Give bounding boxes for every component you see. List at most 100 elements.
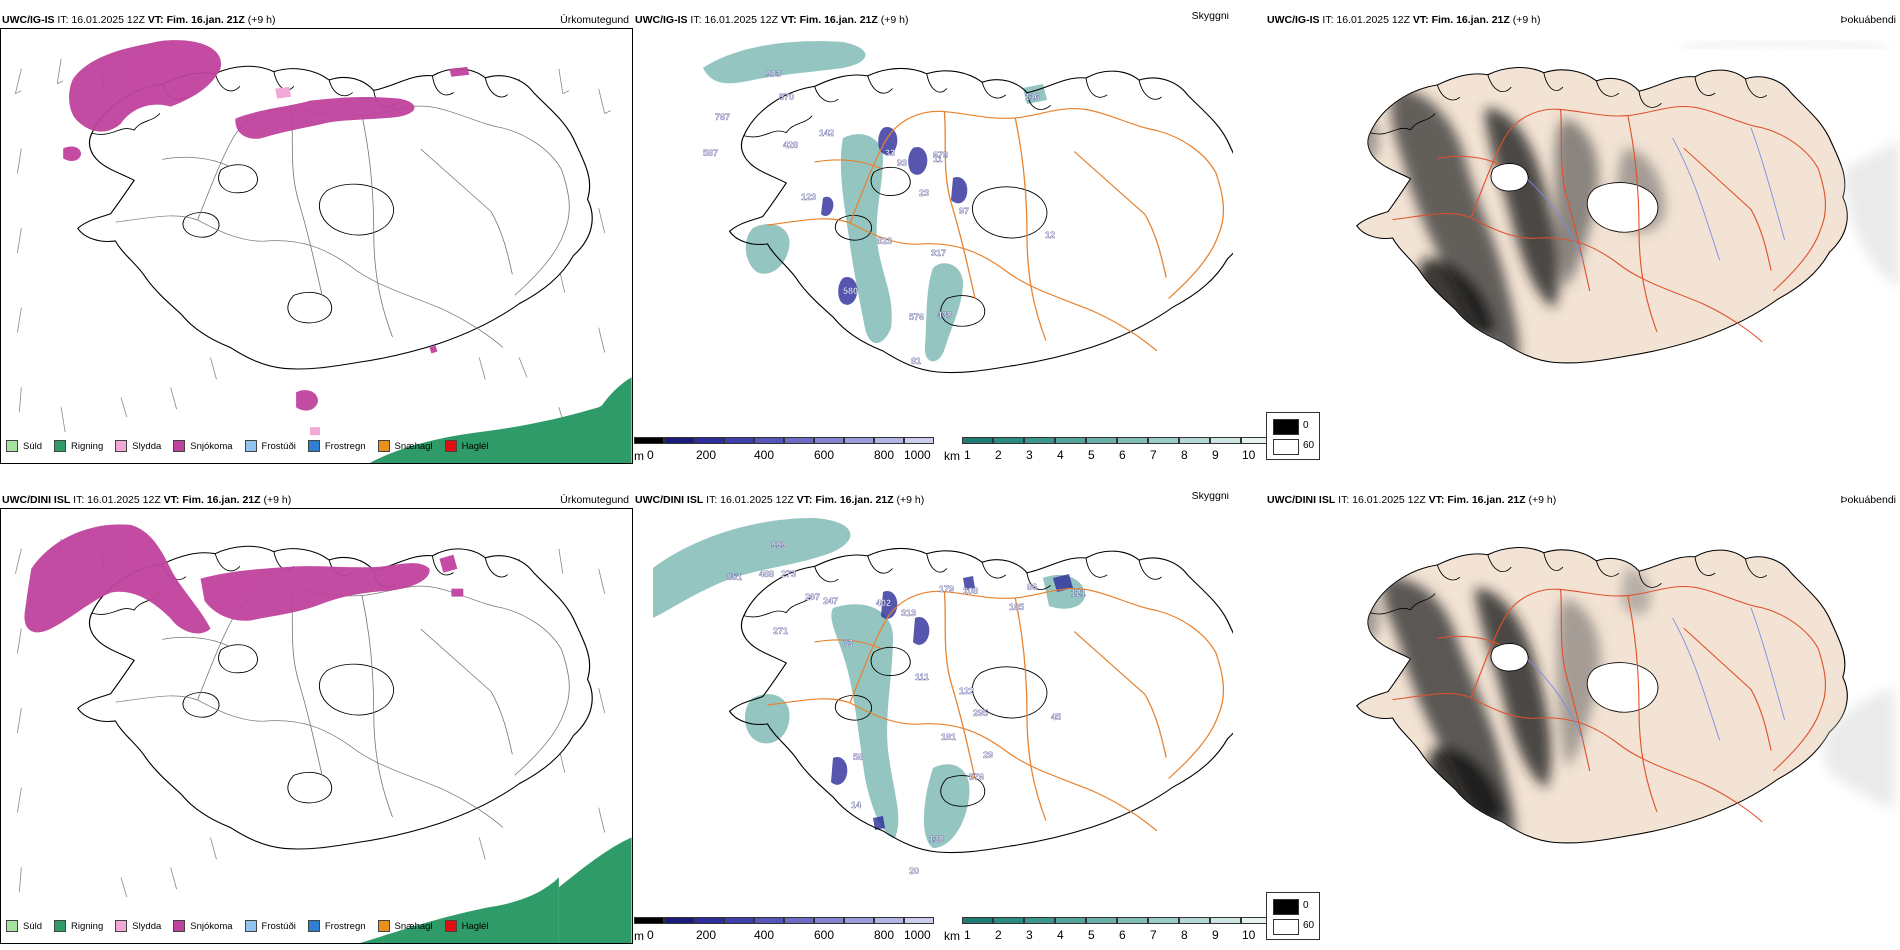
legend-item: Snæhagl bbox=[377, 440, 433, 452]
colorbar-tick: 0 bbox=[647, 928, 654, 942]
fog-panel-bottom: UWC/DINI ISL IT: 16.01.2025 12Z VT: Fim.… bbox=[1265, 492, 1900, 944]
cloudbase-label: 179 bbox=[939, 584, 954, 594]
fog-legend-top: 0 60 bbox=[1266, 412, 1320, 460]
precip-map bbox=[0, 508, 633, 944]
legend-swatch bbox=[244, 920, 257, 932]
precip-panel-top: UWC/IG-IS IT: 16.01.2025 12Z VT: Fim. 16… bbox=[0, 12, 633, 464]
colorbar-unit: m bbox=[634, 929, 644, 943]
legend-item: Súld bbox=[6, 920, 42, 932]
rain-area bbox=[369, 377, 632, 463]
colorbar-unit: km bbox=[944, 929, 960, 943]
colorbar-tick: 7 bbox=[1150, 448, 1157, 462]
snow-area bbox=[24, 524, 464, 634]
colorbar-tick: 200 bbox=[696, 448, 717, 462]
cloudbase-label: 576 bbox=[969, 772, 984, 782]
legend-item: Slydda bbox=[115, 920, 161, 932]
precip-panel-bottom: UWC/DINI ISL IT: 16.01.2025 12Z VT: Fim.… bbox=[0, 492, 633, 944]
colorbar-tick: 10 bbox=[1242, 928, 1256, 942]
fog-map bbox=[1356, 546, 1895, 844]
panel-variable-label: Skyggni bbox=[1191, 12, 1229, 22]
cloudbase-label: 428 bbox=[783, 140, 798, 150]
colorbar-tick: 4 bbox=[1057, 928, 1064, 942]
panel-variable-label: Þokuábendi bbox=[1840, 14, 1896, 26]
panel-variable-label: Skyggni bbox=[1191, 492, 1229, 502]
cloudbase-labels: 999 851 488 273 207 247 402 313 179 208 … bbox=[727, 540, 1086, 876]
cloudbase-labels: 903 570 787 587 428 142 123 33 11 93 23 … bbox=[703, 69, 1055, 366]
fog-legend-label: 60 bbox=[1303, 920, 1315, 931]
rain-area bbox=[359, 837, 632, 943]
legend-swatch bbox=[6, 920, 18, 932]
cloudbase-label: 851 bbox=[727, 572, 742, 582]
slydda-area bbox=[275, 86, 320, 436]
cloudbase-label: 33 bbox=[885, 148, 895, 158]
cloudbase-label: 273 bbox=[781, 569, 796, 579]
colorbar-tick: 10 bbox=[1242, 448, 1256, 462]
fog-legend-label: 0 bbox=[1303, 900, 1309, 911]
fog-panel-top: UWC/IG-IS IT: 16.01.2025 12Z VT: Fim. 16… bbox=[1265, 12, 1900, 464]
colorbar-tick: 1 bbox=[964, 448, 971, 462]
cloudbase-label: 295 bbox=[973, 708, 988, 718]
cloudbase-label: 123 bbox=[801, 192, 816, 202]
cloudbase-label: 73 bbox=[843, 638, 853, 648]
panel-title: UWC/DINI ISL IT: 16.01.2025 12Z VT: Fim.… bbox=[1267, 494, 1557, 506]
fog-legend-label: 0 bbox=[1303, 420, 1309, 431]
cloudbase-label: 111 bbox=[915, 672, 929, 682]
precip-type-legend: Súld Rigning Slydda Snjókoma Frostúði Fr… bbox=[6, 440, 501, 452]
panel-title: UWC/DINI ISL IT: 16.01.2025 12Z VT: Fim.… bbox=[2, 494, 292, 506]
legend-swatch bbox=[6, 440, 18, 452]
legend-item: Snjókoma bbox=[173, 440, 233, 452]
cloud-panel-top: UWC/IG-IS IT: 16.01.2025 12Z VT: Fim. 16… bbox=[633, 12, 1233, 464]
cloudbase-label: 247 bbox=[823, 596, 838, 606]
cloudbase-label: 116 bbox=[1025, 92, 1040, 102]
colorbar-tick: 6 bbox=[1119, 448, 1126, 462]
cloudbase-label: 576 bbox=[909, 312, 924, 322]
legend-swatch bbox=[444, 440, 457, 452]
cloudbase-label: 142 bbox=[819, 128, 834, 138]
colorbar-tick: 3 bbox=[1026, 448, 1033, 462]
cloudbase-area bbox=[821, 126, 968, 305]
cloudbase-label: 86 bbox=[1027, 582, 1037, 592]
legend-item: Frostúði bbox=[244, 440, 296, 452]
cloudbase-label: 81 bbox=[911, 356, 921, 366]
legend-swatch bbox=[115, 440, 128, 452]
cloudbase-label: 402 bbox=[876, 598, 891, 608]
visibility-area bbox=[653, 518, 1085, 848]
cloudbase-label: 823 bbox=[877, 236, 892, 246]
panel-title: UWC/IG-IS IT: 16.01.2025 12Z VT: Fim. 16… bbox=[2, 14, 276, 26]
legend-item: Súld bbox=[6, 440, 42, 452]
panel-variable-label: Úrkomutegund bbox=[560, 14, 629, 26]
cloud-map: 999 851 488 273 207 247 402 313 179 208 … bbox=[653, 518, 1233, 876]
colorbar-unit: m bbox=[634, 449, 644, 463]
colorbar-tick: 9 bbox=[1212, 928, 1219, 942]
colorbar-tick: 8 bbox=[1181, 928, 1188, 942]
colorbar-tick: 6 bbox=[1119, 928, 1126, 942]
cloudbase-label: 570 bbox=[779, 92, 794, 102]
precip-type-legend: Súld Rigning Slydda Snjókoma Frostúði Fr… bbox=[6, 920, 501, 932]
legend-item: Frostregn bbox=[307, 920, 366, 932]
cloudbase-label: 787 bbox=[715, 112, 730, 122]
colorbar-tick: 1000 bbox=[904, 928, 931, 942]
cloudbase-label: 23 bbox=[919, 188, 929, 198]
legend-item: Snæhagl bbox=[377, 920, 433, 932]
cloudbase-label: 181 bbox=[941, 732, 956, 742]
cloudbase-label: 130 bbox=[929, 834, 944, 844]
colorbar-tick: 200 bbox=[696, 928, 717, 942]
legend-swatch bbox=[244, 440, 257, 452]
legend-item: Slydda bbox=[115, 440, 161, 452]
cloudbase-area bbox=[831, 574, 1073, 830]
panel-title: UWC/DINI ISL IT: 16.01.2025 12Z VT: Fim.… bbox=[635, 494, 925, 506]
visibility-colorbar-bottom: km 1 2 3 4 5 6 7 8 9 10 bbox=[944, 917, 1268, 943]
cloudbase-label: 999 bbox=[771, 540, 786, 550]
legend-swatch bbox=[115, 920, 128, 932]
legend-item: Haglél bbox=[444, 440, 489, 452]
colorbar-tick: 2 bbox=[995, 448, 1002, 462]
cloudbase-label: 488 bbox=[759, 569, 774, 579]
snow-area bbox=[63, 40, 470, 411]
precip-map bbox=[0, 28, 633, 464]
colorbar-tick: 3 bbox=[1026, 928, 1033, 942]
colorbar-tick: 600 bbox=[814, 448, 835, 462]
colorbar-tick: 600 bbox=[814, 928, 835, 942]
cloudbase-label: 208 bbox=[963, 586, 978, 596]
cloudbase-label: 121 bbox=[1071, 588, 1086, 598]
legend-item: Frostregn bbox=[307, 440, 366, 452]
